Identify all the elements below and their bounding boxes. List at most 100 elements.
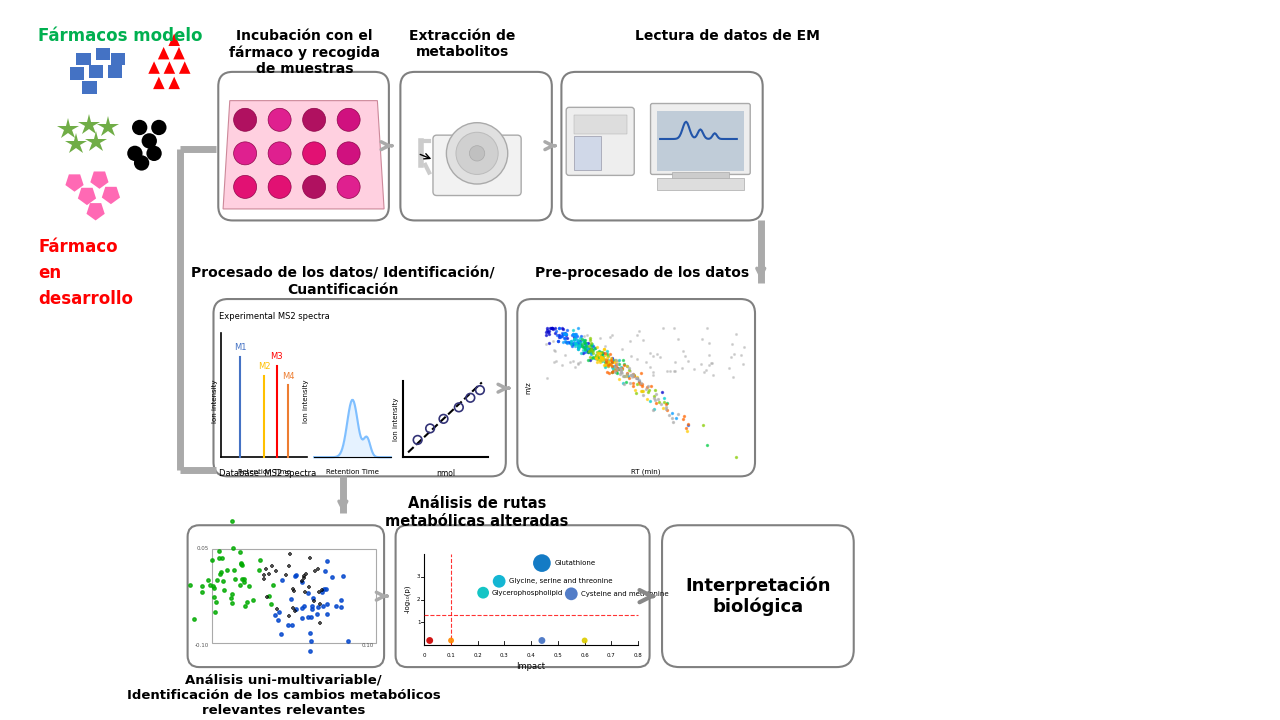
Point [585, 353, 605, 364]
Point [553, 327, 573, 338]
Point [580, 334, 600, 346]
Point [598, 356, 618, 367]
Point [192, 586, 212, 598]
Polygon shape [157, 47, 169, 60]
Point [603, 365, 623, 377]
Point [598, 360, 618, 372]
Text: Impact: Impact [516, 662, 545, 671]
Point [662, 412, 682, 423]
Point [305, 566, 325, 577]
Point [180, 579, 201, 590]
Point [700, 357, 721, 369]
Point [278, 619, 298, 631]
Point [531, 635, 552, 647]
Point [552, 330, 572, 342]
Point [553, 336, 573, 347]
Bar [96, 48, 110, 60]
Text: M2: M2 [259, 362, 270, 371]
Polygon shape [87, 203, 105, 220]
Point [563, 337, 584, 348]
Point [582, 351, 603, 363]
Polygon shape [164, 61, 175, 74]
Polygon shape [179, 61, 191, 74]
Text: Cysteine and methionine: Cysteine and methionine [581, 591, 668, 597]
Point [594, 347, 614, 359]
Point [603, 354, 623, 366]
Text: Análisis uni-multivariable/
Identificación de los cambios metabólicos
relevantes: Análisis uni-multivariable/ Identificaci… [127, 674, 440, 717]
FancyBboxPatch shape [517, 299, 755, 477]
Point [577, 346, 598, 358]
Text: Ion intensity: Ion intensity [303, 380, 310, 423]
Point [202, 554, 223, 566]
Point [248, 564, 269, 576]
Point [621, 350, 641, 361]
Point [580, 337, 600, 348]
Point [652, 399, 672, 410]
Point [561, 336, 581, 347]
Text: 2: 2 [417, 597, 421, 602]
Circle shape [268, 108, 291, 131]
Point [566, 328, 586, 340]
Circle shape [146, 145, 161, 161]
Point [604, 354, 625, 366]
Point [612, 367, 632, 379]
Point [308, 563, 329, 575]
Point [591, 353, 612, 364]
Point [640, 396, 660, 408]
Point [544, 327, 564, 338]
Circle shape [337, 142, 360, 165]
Text: Glutathione: Glutathione [554, 560, 595, 566]
Point [552, 359, 572, 371]
Point [548, 335, 568, 346]
Point [699, 349, 719, 361]
Text: Extracción de
metabolitos: Extracción de metabolitos [410, 29, 516, 59]
Point [643, 405, 663, 416]
Point [581, 347, 602, 359]
Point [232, 573, 252, 585]
Point [602, 366, 622, 378]
Point [570, 336, 590, 348]
Point [315, 566, 335, 577]
Point [553, 328, 573, 339]
Point [531, 557, 552, 569]
Point [582, 341, 603, 352]
Point [571, 332, 591, 343]
Point [591, 351, 612, 362]
Point [620, 364, 640, 375]
Point [220, 593, 241, 604]
Point [556, 328, 576, 339]
Point [602, 366, 622, 378]
Point [205, 607, 225, 618]
Point [562, 338, 582, 349]
Point [323, 571, 343, 582]
Point [579, 342, 599, 354]
Point [645, 384, 666, 396]
Point [332, 594, 352, 606]
Point [719, 363, 740, 374]
Text: Ion intensity: Ion intensity [212, 380, 219, 423]
Point [666, 413, 686, 424]
Point [261, 561, 282, 572]
Point [595, 359, 616, 370]
Point [604, 356, 625, 368]
Point [655, 399, 676, 410]
Circle shape [337, 176, 360, 199]
Polygon shape [78, 188, 96, 205]
Point [292, 575, 312, 587]
Point [628, 374, 649, 386]
Point [317, 556, 338, 567]
Point [543, 356, 563, 368]
Point [664, 323, 685, 334]
Polygon shape [169, 34, 180, 46]
Text: Ion intensity: Ion intensity [393, 397, 398, 441]
Bar [657, 111, 744, 171]
Point [554, 336, 575, 347]
Point [622, 372, 643, 383]
Point [643, 369, 663, 381]
Point [664, 365, 685, 377]
Point [649, 396, 669, 408]
Point [596, 352, 617, 364]
Point [666, 366, 686, 377]
Point [594, 341, 614, 352]
Point [626, 353, 646, 364]
